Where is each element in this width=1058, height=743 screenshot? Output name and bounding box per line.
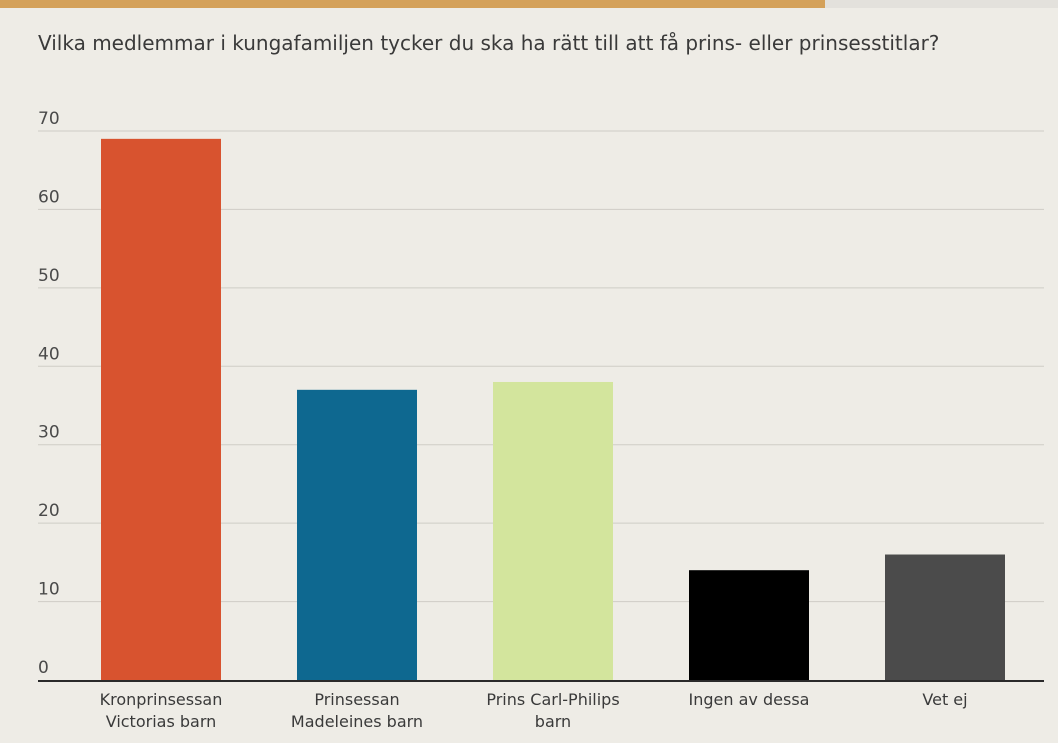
x-category-label-line: Ingen av dessa — [689, 690, 810, 709]
x-category-label-line: barn — [535, 712, 571, 731]
bar — [689, 570, 809, 680]
y-tick-label: 10 — [38, 580, 60, 600]
y-tick-label: 20 — [38, 501, 60, 521]
y-tick-label: 60 — [38, 187, 60, 207]
bar — [101, 138, 221, 681]
y-tick-label: 0 — [38, 658, 49, 678]
progress-bar-fill — [0, 0, 826, 8]
bars — [101, 138, 1005, 681]
y-tick-label: 30 — [38, 423, 60, 443]
x-category-label-line: Prins Carl-Philips — [486, 690, 619, 709]
y-tick-label: 40 — [38, 344, 60, 364]
progress-bar — [0, 0, 1058, 8]
y-tick-label: 50 — [38, 266, 60, 286]
bar — [297, 389, 417, 680]
x-category-label-line: Prinsessan — [314, 690, 399, 709]
x-category-label-line: Victorias barn — [106, 712, 217, 731]
bar — [885, 554, 1005, 680]
x-category-label-line: Kronprinsessan — [100, 690, 223, 709]
x-axis-labels: Kronprinsessan Victorias barn Prinsessan Ma… — [100, 690, 968, 731]
x-category-label-line: Madeleines barn — [291, 712, 423, 731]
x-category-label-line: Vet ej — [922, 690, 967, 709]
x-category-label: Vet ej — [922, 690, 967, 709]
y-tick-label: 70 — [38, 109, 60, 129]
chart-title: Vilka medlemmar i kungafamiljen tycker d… — [38, 31, 940, 55]
bar — [493, 381, 613, 680]
y-axis-ticks: 0 10 20 30 40 50 60 70 — [38, 109, 60, 678]
x-category-label: Prins Carl-Philips barn — [486, 690, 619, 731]
x-category-label: Ingen av dessa — [689, 690, 810, 709]
x-category-label: Kronprinsessan Victorias barn — [100, 690, 223, 731]
x-category-label: Prinsessan Madeleines barn — [291, 690, 423, 731]
